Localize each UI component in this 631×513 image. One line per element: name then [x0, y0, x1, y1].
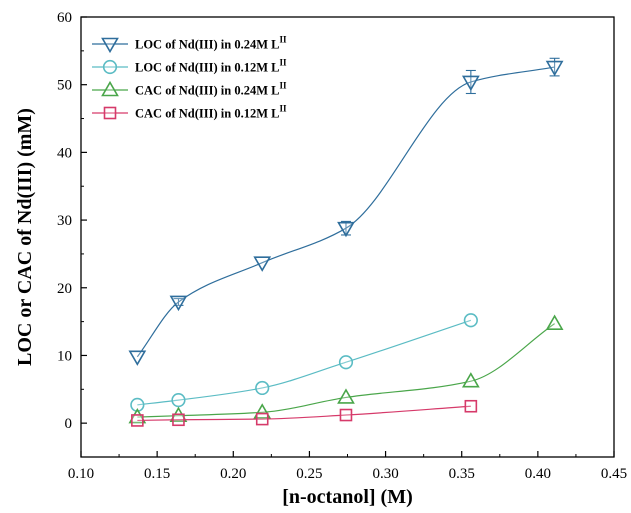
legend-label-superscript: II: [279, 104, 287, 114]
y-tick-label: 10: [57, 348, 72, 364]
legend-label-superscript: II: [279, 35, 287, 45]
series-2: [130, 313, 478, 412]
legend-entry: CAC of Nd(III) in 0.12M LII: [92, 104, 287, 121]
data-point: [253, 403, 272, 419]
x-tick-label: 0.25: [296, 466, 322, 482]
x-tick-label: 0.45: [601, 466, 627, 482]
x-tick-label: 0.10: [68, 466, 94, 482]
series-line: [137, 319, 472, 406]
data-point: [172, 413, 185, 427]
data-point: [338, 355, 354, 370]
plot-area: [128, 57, 564, 427]
y-tick-label: 60: [57, 10, 72, 26]
data-point: [128, 407, 147, 424]
series-4: [131, 399, 478, 427]
data-point: [463, 313, 478, 328]
data-point: [545, 60, 564, 77]
legend: LOC of Nd(III) in 0.24M LII LOC of Nd(III…: [92, 35, 287, 121]
y-tick-label: 0: [65, 416, 73, 432]
legend-marker: [101, 37, 119, 54]
data-point: [255, 412, 269, 426]
legend-label-superscript: II: [279, 58, 287, 68]
x-tick-label: 0.20: [220, 466, 246, 482]
legend-label-superscript: II: [279, 81, 287, 91]
data-point: [461, 75, 480, 92]
x-tick-label: 0.30: [372, 466, 398, 482]
data-point: [339, 408, 353, 422]
x-tick-label: 0.35: [449, 466, 475, 482]
legend-entry: LOC of Nd(III) in 0.24M LII: [92, 35, 287, 54]
data-point: [128, 350, 147, 366]
y-tick-label: 40: [57, 145, 72, 161]
data-point: [461, 372, 480, 388]
legend-label: LOC of Nd(III) in 0.12M LII: [135, 58, 287, 75]
data-point: [130, 397, 145, 412]
data-point: [337, 221, 355, 238]
data-point: [131, 414, 144, 427]
legend-entry: LOC of Nd(III) in 0.12M LII: [92, 58, 287, 75]
axes-ticks: 0.10 0.15 0.20 0.25 0.30 0.35 0.40 0.45 0 10 20 30 4…: [57, 10, 627, 482]
x-tick-label: 0.15: [144, 466, 170, 482]
x-axis-title: [n-octanol] (M): [282, 486, 413, 508]
y-tick-label: 50: [57, 78, 72, 94]
data-point: [169, 295, 188, 312]
y-axis-title: LOC or CAC of Nd(III) (mM): [14, 108, 36, 366]
series-3: [128, 314, 564, 424]
legend-label: LOC of Nd(III) in 0.24M LII: [135, 35, 287, 52]
y-tick-label: 20: [57, 281, 72, 297]
legend-entry: CAC of Nd(III) in 0.24M LII: [92, 81, 287, 98]
series-1: [128, 57, 564, 366]
series-line: [137, 323, 555, 418]
legend-marker: [103, 106, 117, 120]
legend-label: CAC of Nd(III) in 0.12M LII: [135, 104, 287, 121]
data-point: [337, 388, 355, 404]
series-line: [137, 405, 471, 422]
legend-label: CAC of Nd(III) in 0.24M LII: [135, 81, 287, 98]
data-point: [255, 380, 270, 396]
legend-marker: [102, 59, 118, 75]
legend-marker: [101, 80, 119, 97]
data-point: [545, 314, 564, 330]
y-tick-label: 30: [57, 213, 72, 229]
data-point: [464, 399, 478, 413]
data-point: [171, 393, 186, 408]
x-tick-label: 0.40: [525, 466, 551, 482]
data-point: [253, 256, 272, 272]
